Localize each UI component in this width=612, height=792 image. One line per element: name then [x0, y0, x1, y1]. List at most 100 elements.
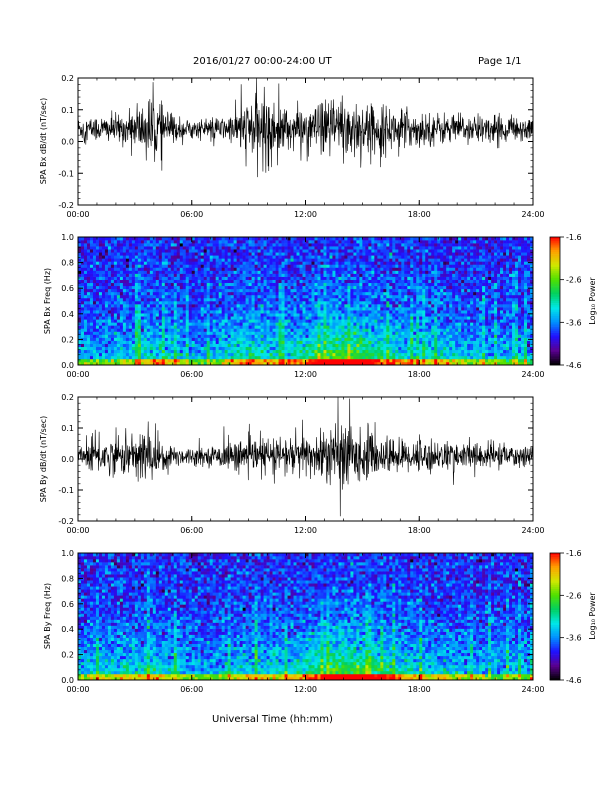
heatmap-cell: [188, 304, 193, 308]
heatmap-cell: [344, 237, 348, 241]
heatmap-cell: [275, 240, 279, 244]
heatmap-cell: [203, 337, 208, 341]
heatmap-cell: [251, 261, 255, 265]
heatmap-cell: [392, 352, 396, 357]
heatmap-cell: [92, 267, 97, 271]
heatmap-cell: [317, 337, 321, 341]
heatmap-cell: [137, 255, 142, 259]
heatmap-cell: [302, 294, 306, 299]
heatmap-cell: [185, 258, 190, 262]
heatmap-cell: [194, 261, 199, 265]
heatmap-cell: [125, 267, 130, 271]
heatmap-cell: [245, 328, 249, 332]
heatmap-cell: [89, 276, 94, 280]
heatmap-cell: [140, 310, 145, 314]
heatmap-cell: [110, 264, 115, 268]
heatmap-cell: [146, 301, 151, 305]
heatmap-cell: [161, 334, 166, 338]
heatmap-cell: [401, 340, 405, 344]
heatmap-cell: [122, 304, 127, 308]
heatmap-cell: [182, 282, 187, 287]
heatmap-cell: [86, 282, 91, 287]
heatmap-cell: [119, 270, 124, 274]
heatmap-cell: [230, 276, 234, 280]
heatmap-cell: [278, 237, 282, 241]
heatmap-cell: [176, 355, 181, 360]
heatmap-cell: [179, 249, 184, 253]
heatmap-cell: [218, 346, 222, 351]
heatmap-cell: [284, 343, 288, 348]
heatmap-cell: [374, 294, 378, 299]
heatmap-cell: [83, 264, 88, 268]
heatmap-cell: [152, 361, 157, 366]
heatmap-cell: [191, 343, 196, 348]
heatmap-cell: [161, 264, 166, 268]
heatmap-cell: [359, 294, 363, 299]
heatmap-cell: [89, 343, 94, 348]
heatmap-cell: [410, 273, 414, 277]
heatmap-cell: [278, 304, 282, 308]
heatmap-cell: [407, 252, 411, 256]
heatmap-cell: [233, 346, 237, 351]
heatmap-cell: [185, 270, 190, 274]
heatmap-cell: [131, 267, 136, 271]
heatmap-cell: [194, 291, 199, 296]
heatmap-cell: [236, 273, 240, 277]
heatmap-cell: [407, 313, 411, 317]
heatmap-cell: [389, 355, 393, 360]
heatmap-cell: [188, 288, 193, 293]
heatmap-cell: [182, 328, 187, 332]
heatmap-cell: [215, 273, 219, 277]
heatmap-cell: [128, 246, 133, 250]
heatmap-cell: [371, 349, 375, 354]
heatmap-cell: [227, 310, 231, 314]
heatmap-cell: [122, 343, 127, 348]
heatmap-cell: [311, 285, 315, 290]
heatmap-cell: [416, 255, 420, 259]
heatmap-cell: [353, 355, 357, 360]
heatmap-cell: [419, 291, 423, 296]
heatmap-cell: [212, 246, 216, 250]
heatmap-cell: [329, 334, 333, 338]
heatmap-cell: [272, 255, 276, 259]
heatmap-cell: [197, 291, 202, 296]
heatmap-cell: [161, 304, 166, 308]
heatmap-cell: [377, 270, 381, 274]
heatmap-cell: [137, 264, 142, 268]
heatmap-cell: [218, 246, 222, 250]
heatmap-cell: [230, 294, 234, 299]
heatmap-cell: [386, 301, 390, 305]
heatmap-cell: [92, 273, 97, 277]
heatmap-cell: [116, 304, 121, 308]
heatmap-cell: [326, 276, 330, 280]
heatmap-cell: [326, 291, 330, 296]
heatmap-cell: [320, 261, 324, 265]
heatmap-cell: [302, 282, 306, 287]
heatmap-cell: [392, 276, 396, 280]
heatmap-cell: [170, 325, 175, 329]
heatmap-cell: [386, 291, 390, 296]
heatmap-cell: [128, 261, 133, 265]
heatmap-cell: [365, 325, 369, 329]
heatmap-cell: [242, 325, 246, 329]
heatmap-cell: [335, 240, 339, 244]
heatmap-cell: [245, 294, 249, 299]
heatmap-cell: [299, 337, 303, 341]
heatmap-cell: [347, 325, 351, 329]
heatmap-cell: [248, 282, 252, 287]
heatmap-cell: [350, 334, 354, 338]
heatmap-cell: [89, 349, 94, 354]
heatmap-cell: [398, 337, 402, 341]
heatmap-cell: [377, 279, 381, 284]
heatmap-cell: [206, 249, 211, 253]
heatmap-cell: [218, 255, 222, 259]
heatmap-cell: [371, 267, 375, 271]
heatmap-cell: [140, 243, 145, 247]
heatmap-cell: [248, 337, 252, 341]
heatmap-cell: [104, 325, 109, 329]
heatmap-cell: [416, 252, 420, 256]
heatmap-cell: [206, 288, 211, 293]
heatmap-cell: [371, 258, 375, 262]
heatmap-cell: [95, 340, 100, 344]
heatmap-cell: [146, 270, 151, 274]
